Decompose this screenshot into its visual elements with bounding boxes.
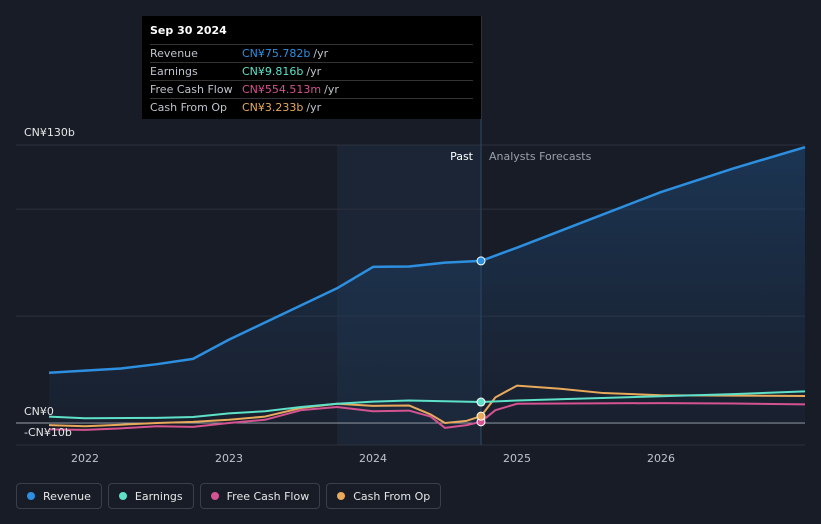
- legend-dot-icon: [210, 492, 219, 500]
- y-label-bottom: -CN¥10b: [24, 426, 72, 439]
- tooltip-row-value: CN¥75.782b: [242, 47, 311, 60]
- x-tick-label: 2023: [215, 452, 243, 465]
- legend-dot-icon: [118, 492, 127, 500]
- tooltip-row-label: Revenue: [150, 47, 198, 60]
- series-markers: [476, 256, 486, 427]
- legend-item-label: Cash From Op: [353, 489, 431, 503]
- past-label: Past: [450, 150, 474, 163]
- earnings-line: [48, 390, 806, 420]
- legend-item-free-cash-flow[interactable]: Free Cash Flow: [199, 483, 321, 509]
- x-tick-label: 2022: [71, 452, 99, 465]
- tooltip-row-unit: /yr: [324, 83, 339, 96]
- axis-labels: CN¥130b CN¥0 -CN¥10b Past Analysts Forecasts…: [24, 126, 675, 465]
- tooltip-row-label: Cash From Op: [150, 101, 228, 114]
- revenue-area-fill: [49, 147, 805, 423]
- legend-dot-icon: [27, 492, 35, 500]
- cash-from-op-marker: [476, 411, 486, 421]
- tooltip-row-label: Free Cash Flow: [150, 83, 233, 96]
- tooltip-row-unit: /yr: [313, 47, 329, 60]
- series-lines: [48, 145, 806, 431]
- revenue-area: [49, 147, 805, 423]
- tooltip-row-value: CN¥554.513m: [242, 83, 322, 96]
- tooltip-row: Free Cash Flow CN¥554.513m/yr: [150, 80, 473, 98]
- legend: Revenue Earnings Free Cash Flow Cash From O…: [16, 483, 442, 509]
- legend-item-label: Earnings: [134, 489, 183, 503]
- tooltip-row-value: CN¥9.816b: [242, 65, 304, 78]
- legend-item-label: Free Cash Flow: [226, 489, 310, 503]
- x-tick-label: 2026: [647, 452, 675, 465]
- x-tick-label: 2024: [359, 452, 387, 465]
- tooltip-date: Sep 30 2024: [150, 24, 227, 37]
- tooltip-row-label: Earnings: [150, 65, 198, 78]
- tooltip-row: Revenue CN¥75.782b/yr: [150, 44, 473, 62]
- legend-item-earnings[interactable]: Earnings: [107, 483, 194, 509]
- revenue-marker: [476, 256, 486, 266]
- revenue-line: [48, 145, 806, 374]
- legend-item-revenue[interactable]: Revenue: [16, 483, 102, 509]
- tooltip: Sep 30 2024 Revenue CN¥75.782b/yr Earnings…: [142, 16, 481, 119]
- legend-item-cash-from-op[interactable]: Cash From Op: [326, 483, 442, 509]
- tooltip-row-unit: /yr: [306, 101, 322, 114]
- legend-dot-icon: [337, 492, 346, 500]
- tooltip-row-value: CN¥3.233b: [242, 101, 304, 114]
- y-label-zero: CN¥0: [24, 405, 54, 418]
- cash-from-op-line: [48, 384, 806, 428]
- forecast-label: Analysts Forecasts: [489, 150, 592, 163]
- earnings-marker: [476, 397, 486, 407]
- y-label-top: CN¥130b: [24, 126, 75, 139]
- tooltip-row: Earnings CN¥9.816b/yr: [150, 62, 473, 80]
- tooltip-row: Cash From Op CN¥3.233b/yr: [150, 98, 473, 116]
- x-tick-label: 2025: [503, 452, 531, 465]
- free-cash-flow-line: [48, 402, 806, 431]
- legend-item-label: Revenue: [43, 489, 91, 503]
- tooltip-row-unit: /yr: [306, 65, 322, 78]
